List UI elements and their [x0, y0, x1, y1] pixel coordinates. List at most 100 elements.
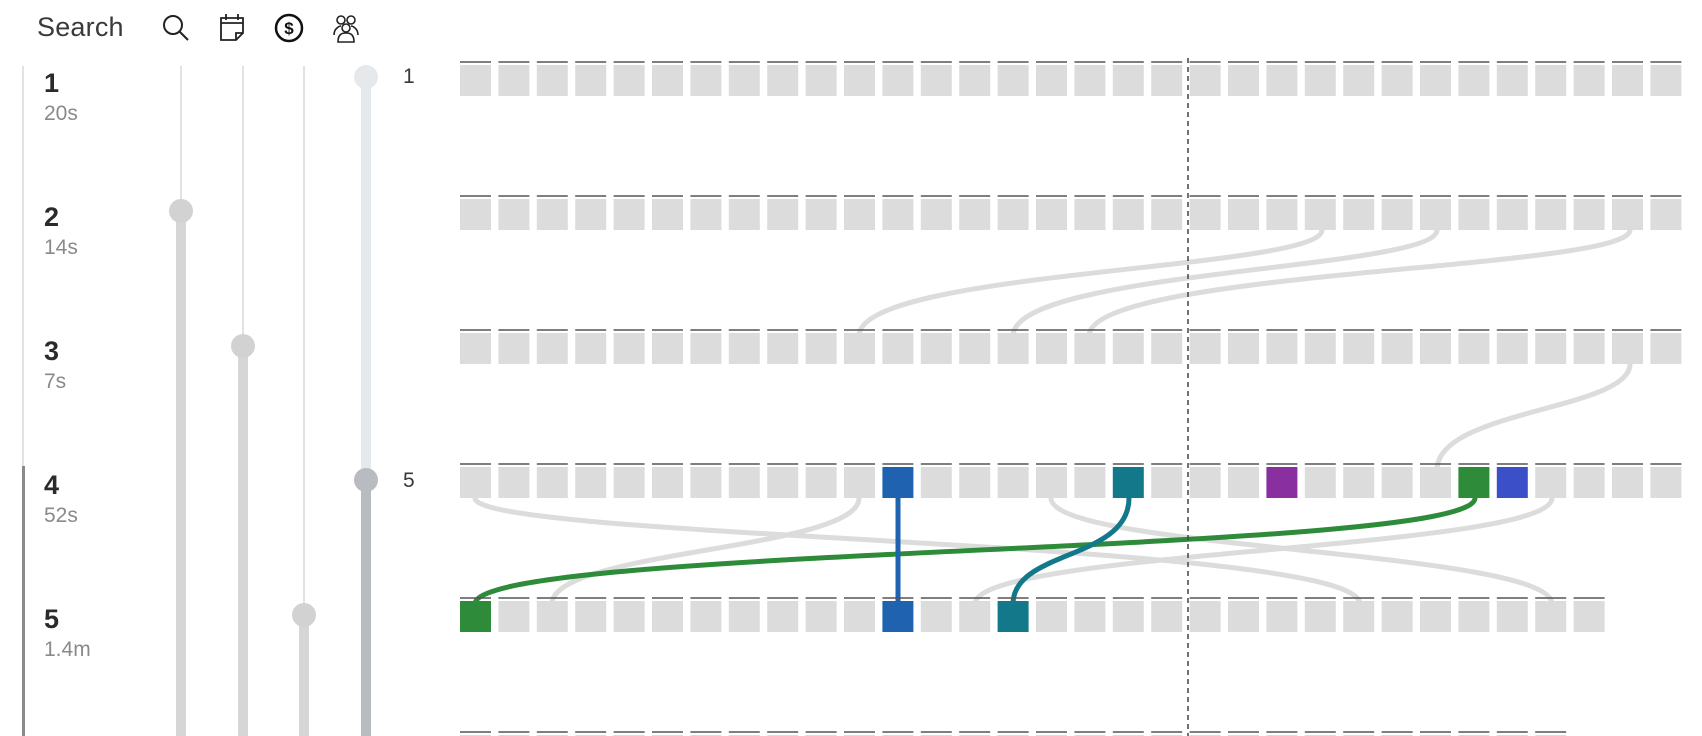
timeline-cell[interactable]	[536, 199, 568, 230]
cost-slider-knob[interactable]	[292, 603, 316, 627]
timeline-cell[interactable]	[1458, 199, 1490, 230]
timeline-cell[interactable]	[1304, 65, 1336, 96]
timeline-cell[interactable]	[1074, 467, 1106, 498]
timeline-cell[interactable]	[997, 601, 1029, 632]
timeline-cell[interactable]	[1650, 333, 1682, 364]
step-item-4[interactable]: 4 52s	[44, 470, 154, 530]
timeline-cell[interactable]	[805, 467, 837, 498]
timeline-cell[interactable]	[613, 199, 645, 230]
timeline-cell[interactable]	[1151, 65, 1183, 96]
timeline-cell[interactable]	[1535, 199, 1567, 230]
timeline-cell[interactable]	[1112, 601, 1144, 632]
timeline-cell[interactable]	[498, 601, 530, 632]
timeline-cell[interactable]	[536, 333, 568, 364]
timeline-cell[interactable]	[844, 601, 875, 632]
timeline-cell[interactable]	[767, 601, 799, 632]
timeline-cell[interactable]	[1650, 65, 1682, 96]
timeline-cell[interactable]	[460, 601, 491, 632]
timeline-cell[interactable]	[575, 65, 607, 96]
timeline-cell[interactable]	[882, 467, 914, 498]
timeline-cell[interactable]	[1228, 65, 1259, 96]
timeline-cell[interactable]	[1535, 333, 1567, 364]
timeline-cell[interactable]	[1496, 199, 1528, 230]
timeline-cell[interactable]	[1343, 601, 1375, 632]
timeline-cell[interactable]	[498, 467, 530, 498]
timeline-cell[interactable]	[460, 199, 491, 230]
timeline-cell[interactable]	[613, 467, 645, 498]
search-slider-knob[interactable]	[169, 199, 193, 223]
timeline-cell[interactable]	[652, 467, 683, 498]
timeline-cell[interactable]	[1535, 467, 1567, 498]
timeline-cell[interactable]	[767, 467, 799, 498]
timeline-cell[interactable]	[728, 601, 760, 632]
step-item-3[interactable]: 3 7s	[44, 336, 154, 396]
timeline-cell[interactable]	[997, 467, 1029, 498]
timeline-cell[interactable]	[1535, 65, 1567, 96]
timeline-cell[interactable]	[1612, 65, 1643, 96]
people-icon[interactable]	[329, 11, 363, 45]
people-slider-top-knob[interactable]	[354, 65, 378, 89]
timeline-cell[interactable]	[460, 333, 491, 364]
timeline-cell[interactable]	[460, 467, 491, 498]
timeline-cell[interactable]	[1496, 467, 1528, 498]
timeline-cell[interactable]	[1112, 199, 1144, 230]
timeline-cell[interactable]	[536, 65, 568, 96]
timeline-cell[interactable]	[1151, 601, 1183, 632]
step-item-2[interactable]: 2 14s	[44, 202, 154, 262]
timeline-cell[interactable]	[1036, 199, 1067, 230]
timeline-cell[interactable]	[1381, 333, 1413, 364]
timeline-cell[interactable]	[1573, 601, 1605, 632]
timeline-cell[interactable]	[652, 199, 683, 230]
timeline-cell[interactable]	[728, 199, 760, 230]
timeline-cell[interactable]	[1266, 199, 1298, 230]
timeline-cell[interactable]	[959, 333, 991, 364]
timeline-cell[interactable]	[1266, 601, 1298, 632]
timeline-cell[interactable]	[690, 199, 722, 230]
timeline-cell[interactable]	[1343, 467, 1375, 498]
timeline-cell[interactable]	[575, 601, 607, 632]
timeline-cell[interactable]	[920, 601, 952, 632]
timeline-cell[interactable]	[1343, 65, 1375, 96]
timeline-cell[interactable]	[1420, 333, 1451, 364]
timeline-cell[interactable]	[882, 333, 914, 364]
timeline-cell[interactable]	[1343, 333, 1375, 364]
timeline-cell[interactable]	[1266, 467, 1298, 498]
timeline-cell[interactable]	[959, 65, 991, 96]
timeline-cell[interactable]	[1650, 199, 1682, 230]
timeline-cell[interactable]	[690, 601, 722, 632]
timeline-cell[interactable]	[1381, 467, 1413, 498]
timeline-cell[interactable]	[1074, 199, 1106, 230]
timeline-cell[interactable]	[652, 333, 683, 364]
timeline-cell[interactable]	[767, 199, 799, 230]
timeline-cell[interactable]	[997, 333, 1029, 364]
timeline-cell[interactable]	[1266, 333, 1298, 364]
timeline-cell[interactable]	[1228, 199, 1259, 230]
timeline-cell[interactable]	[1112, 65, 1144, 96]
timeline-cell[interactable]	[1304, 333, 1336, 364]
timeline-cell[interactable]	[844, 65, 875, 96]
timeline-cell[interactable]	[1036, 467, 1067, 498]
timeline-cell[interactable]	[1036, 601, 1067, 632]
timeline-cell[interactable]	[920, 467, 952, 498]
search-icon[interactable]	[159, 11, 193, 45]
timeline-cell[interactable]	[498, 65, 530, 96]
timeline-cell[interactable]	[728, 333, 760, 364]
timeline-cell[interactable]	[882, 65, 914, 96]
timeline-cell[interactable]	[959, 601, 991, 632]
timeline-cell[interactable]	[1112, 467, 1144, 498]
timeline-cell[interactable]	[1189, 65, 1221, 96]
timeline-cell[interactable]	[1189, 333, 1221, 364]
timeline-cell[interactable]	[1112, 333, 1144, 364]
timeline-cell[interactable]	[1266, 65, 1298, 96]
timeline-cell[interactable]	[844, 333, 875, 364]
timeline-cell[interactable]	[613, 65, 645, 96]
dollar-icon[interactable]: $	[272, 11, 306, 45]
timeline-cell[interactable]	[1420, 467, 1451, 498]
timeline-cell[interactable]	[652, 601, 683, 632]
timeline-cell[interactable]	[1036, 333, 1067, 364]
timeline-cell[interactable]	[1151, 333, 1183, 364]
timeline-cell[interactable]	[1496, 65, 1528, 96]
timeline-cell[interactable]	[844, 467, 875, 498]
timeline-cell[interactable]	[536, 601, 568, 632]
timeline-cell[interactable]	[1304, 199, 1336, 230]
